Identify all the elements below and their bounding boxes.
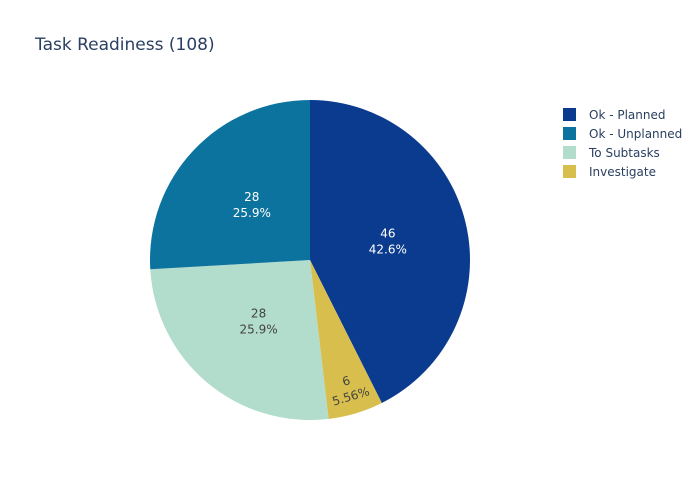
slice-value: 28: [251, 306, 266, 320]
slice-percent: 25.9%: [240, 322, 278, 336]
legend-item-to-subtasks[interactable]: To Subtasks: [563, 146, 660, 160]
legend-item-ok-unplanned[interactable]: Ok - Unplanned: [563, 127, 682, 141]
pie-slice-to-subtasks[interactable]: [150, 260, 329, 420]
slice-percent: 42.6%: [369, 243, 407, 257]
legend: Ok - Planned Ok - Unplanned To Subtasks Inv…: [563, 108, 682, 179]
pie-slice-investigate[interactable]: [310, 260, 382, 419]
legend-swatch: [563, 146, 576, 159]
pie-slices: [150, 100, 470, 420]
pie-slice-ok-planned[interactable]: [310, 100, 470, 403]
pie-slice-ok-unplanned[interactable]: [150, 100, 310, 270]
legend-label: Ok - Unplanned: [589, 127, 682, 141]
slice-value: 46: [380, 227, 395, 241]
slice-label-ok-planned: 46 42.6%: [369, 227, 407, 257]
chart-title: Task Readiness (108): [34, 35, 215, 55]
legend-item-ok-planned[interactable]: Ok - Planned: [563, 108, 666, 122]
legend-label: Ok - Planned: [589, 108, 666, 122]
slice-value: 28: [244, 190, 259, 204]
slice-label-ok-unplanned: 28 25.9%: [233, 190, 271, 220]
legend-swatch: [563, 165, 576, 178]
legend-item-investigate[interactable]: Investigate: [563, 165, 656, 179]
legend-label: To Subtasks: [588, 146, 660, 160]
slice-percent: 25.9%: [233, 206, 271, 220]
legend-swatch: [563, 127, 576, 140]
legend-label: Investigate: [589, 165, 656, 179]
slice-value: 6: [341, 373, 352, 389]
legend-swatch: [563, 108, 576, 121]
slice-label-to-subtasks: 28 25.9%: [240, 306, 278, 336]
